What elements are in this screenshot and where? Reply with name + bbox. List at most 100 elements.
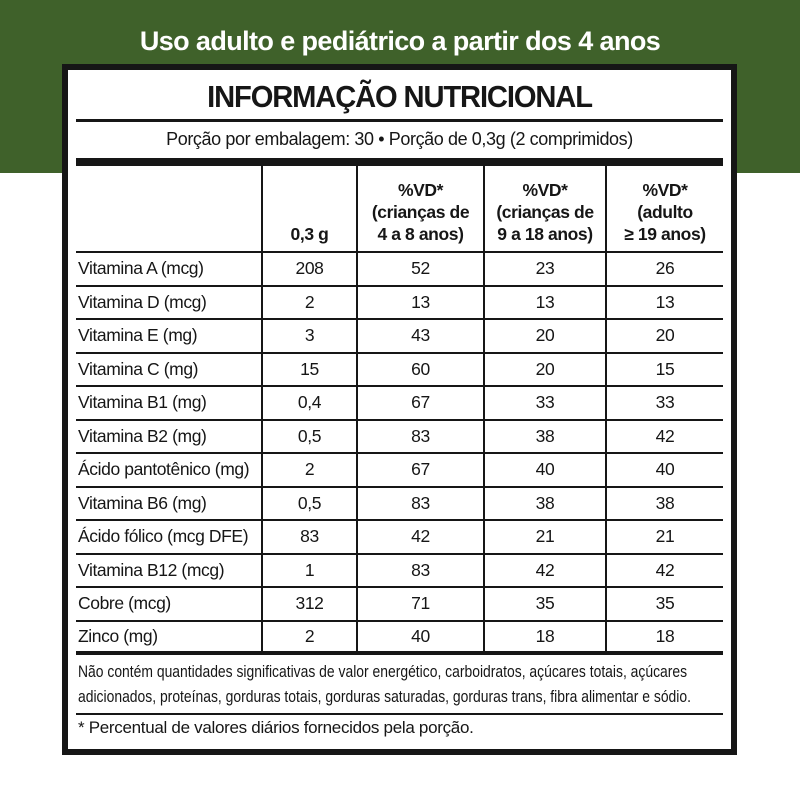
nutrient-name: Vitamina B12 (mcg) (76, 554, 263, 586)
vd-4-8-value: 67 (358, 387, 485, 419)
vd-4-8-value: 40 (358, 621, 485, 651)
amount-value: 2 (263, 454, 358, 486)
vd-9-18-line1: %VD* (522, 180, 568, 200)
vd-adult-value: 40 (655, 459, 675, 480)
amount-value: 3 (263, 320, 358, 352)
footnote-insignificant-amounts: Não contém quantidades significativas de… (68, 655, 731, 711)
vd-4-8-line1: %VD* (397, 180, 444, 200)
vd-adult-line1: %VD* (642, 180, 688, 200)
vd-4-8-value: 52 (358, 253, 485, 285)
vd-adult-value: 26 (655, 258, 675, 279)
amount-value: 0,4 (263, 387, 358, 419)
header-thick-divider (76, 158, 723, 166)
vd-9-18-value: 18 (485, 621, 607, 651)
vd-9-18-value: 35 (485, 588, 607, 620)
header-cell-vd-9-18: %VD* (crianças de 9 a 18 anos) (485, 166, 607, 251)
vd-4-8-value: 83 (358, 420, 485, 452)
vd-9-18-value: 13 (485, 286, 607, 318)
vd-adult-line3: ≥ 19 anos) (624, 224, 706, 244)
vd-4-8-value: 42 (358, 521, 485, 553)
vd-9-18-value: 20 (485, 320, 607, 352)
nutrient-name: Ácido pantotênico (mg) (76, 454, 263, 486)
amount-value: 2 (263, 286, 358, 318)
header-cell-vd-adult: %VD* (adulto ≥ 19 anos) (607, 166, 723, 251)
vd-9-18-value: 23 (485, 253, 607, 285)
table-row: Vitamina A (mcg) 208 52 23 26 (76, 253, 723, 287)
amount-value: 0,5 (263, 420, 358, 452)
vd-4-8-value: 67 (358, 454, 485, 486)
table-row: Ácido fólico (mcg DFE) 83 42 21 21 (76, 521, 723, 555)
vd-adult-line2: (adulto (637, 202, 693, 222)
vd-4-8-line2: (crianças de (371, 202, 470, 222)
nutrient-name: Cobre (mcg) (76, 588, 263, 620)
amount-value: 15 (263, 353, 358, 385)
table-row: Vitamina B2 (mg) 0,5 83 38 42 (76, 420, 723, 454)
table-row: Zinco (mg) 2 40 18 18 (76, 621, 723, 655)
nutrition-facts-panel: INFORMAÇÃO NUTRICIONAL Porção por embala… (62, 64, 737, 755)
vd-9-18-value: 20 (485, 353, 607, 385)
table-row: Vitamina B1 (mg) 0,4 67 33 33 (76, 387, 723, 421)
vd-4-8-value: 60 (358, 353, 485, 385)
vd-adult-value: 21 (655, 526, 675, 547)
amount-value: 312 (263, 588, 358, 620)
table-row: Vitamina B12 (mcg) 1 83 42 42 (76, 554, 723, 588)
vd-9-18-value: 38 (485, 420, 607, 452)
table-row: Vitamina E (mg) 3 43 20 20 (76, 320, 723, 354)
title-divider (76, 119, 723, 122)
footnote-divider (76, 713, 723, 715)
vd-4-8-value: 13 (358, 286, 485, 318)
table-row: Vitamina B6 (mg) 0,5 83 38 38 (76, 487, 723, 521)
nutrient-name: Vitamina B1 (mg) (76, 387, 263, 419)
nutrient-name: Zinco (mg) (76, 621, 263, 651)
nutrient-name: Vitamina B6 (mg) (76, 487, 263, 519)
vd-9-18-line2: (crianças de (496, 202, 594, 222)
vd-9-18-line3: 9 a 18 anos) (497, 224, 593, 244)
table-row: Cobre (mcg) 312 71 35 35 (76, 588, 723, 622)
amount-value: 2 (263, 621, 358, 651)
vd-adult-value: 33 (655, 392, 675, 413)
amount-value: 208 (263, 253, 358, 285)
vd-4-8-value: 43 (358, 320, 485, 352)
vd-4-8-value: 83 (358, 554, 485, 586)
usage-banner-text: Uso adulto e pediátrico a partir dos 4 a… (139, 26, 661, 56)
table-header-row: 0,3 g %VD* (crianças de 4 a 8 anos) %VD*… (76, 166, 723, 253)
header-cell-vd-4-8: %VD* (crianças de 4 a 8 anos) (358, 166, 485, 251)
amount-header-label: 0,3 g (290, 224, 329, 244)
vd-4-8-value: 71 (358, 588, 485, 620)
table-row: Vitamina C (mg) 15 60 20 15 (76, 353, 723, 387)
vd-9-18-value: 42 (485, 554, 607, 586)
nutrition-table: 0,3 g %VD* (crianças de 4 a 8 anos) %VD*… (76, 166, 723, 655)
vd-adult-value: 15 (655, 358, 675, 379)
vd-adult-value: 42 (655, 425, 675, 446)
vd-9-18-value: 33 (485, 387, 607, 419)
footnote-daily-values: * Percentual de valores diários fornecid… (78, 718, 474, 737)
table-row: Vitamina D (mcg) 2 13 13 13 (76, 286, 723, 320)
vd-9-18-value: 21 (485, 521, 607, 553)
header-cell-nutrient (76, 166, 263, 251)
nutrient-name: Vitamina A (mcg) (76, 253, 263, 285)
nutrient-name: Vitamina C (mg) (76, 353, 263, 385)
serving-info: Porção por embalagem: 30 • Porção de 0,3… (166, 129, 633, 149)
vd-4-8-value: 83 (358, 487, 485, 519)
nutrient-name: Ácido fólico (mcg DFE) (76, 521, 263, 553)
vd-adult-value: 20 (655, 325, 675, 346)
amount-value: 1 (263, 554, 358, 586)
amount-value: 83 (263, 521, 358, 553)
header-cell-amount: 0,3 g (263, 166, 358, 251)
nutrient-name: Vitamina B2 (mg) (76, 420, 263, 452)
footnote-insignificant-amounts-text: Não contém quantidades significativas de… (78, 662, 691, 706)
vd-9-18-value: 40 (485, 454, 607, 486)
vd-9-18-value: 38 (485, 487, 607, 519)
table-row: Ácido pantotênico (mg) 2 67 40 40 (76, 454, 723, 488)
nutrient-name: Vitamina D (mcg) (76, 286, 263, 318)
amount-value: 0,5 (263, 487, 358, 519)
nutrient-name: Vitamina E (mg) (76, 320, 263, 352)
panel-title: INFORMAÇÃO NUTRICIONAL (207, 79, 593, 114)
vd-adult-value: 35 (655, 593, 675, 614)
vd-4-8-line3: 4 a 8 anos) (377, 224, 464, 244)
vd-adult-value: 18 (655, 625, 675, 646)
vd-adult-value: 13 (655, 291, 675, 312)
vd-adult-value: 38 (655, 492, 675, 513)
vd-adult-value: 42 (655, 559, 675, 580)
